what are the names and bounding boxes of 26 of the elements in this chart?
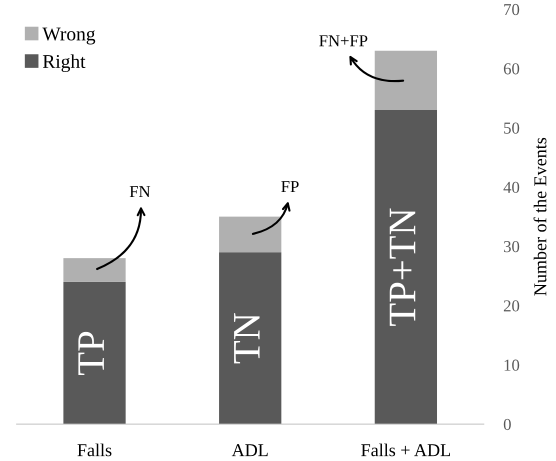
y-tick-label: 50 (504, 122, 520, 134)
y-tick-label: 20 (504, 300, 520, 312)
bar (63, 258, 126, 282)
y-tick-label: 40 (503, 182, 520, 193)
annotation: TN (234, 313, 260, 364)
x-tick-label: ADL (232, 444, 268, 456)
legend-label: Wrong (42, 28, 96, 45)
annotation: FN (130, 186, 150, 198)
bar (374, 110, 438, 424)
y-tick-label: 60 (504, 63, 520, 74)
y-axis-title: Number of the Events (534, 138, 546, 296)
x-tick-label: Falls + ADL (361, 444, 450, 456)
bar (219, 216, 282, 252)
legend-label: Right (42, 54, 86, 72)
y-tick-label: 0 (504, 418, 511, 430)
bar (219, 252, 282, 424)
annotation: TP (78, 332, 104, 375)
x-tick-label: Falls (77, 444, 112, 456)
annotation: FP (281, 181, 299, 192)
annotation: FN+FP (319, 35, 368, 46)
bar (374, 50, 438, 110)
y-tick-label: 10 (504, 360, 520, 371)
y-tick-label: 30 (504, 241, 520, 252)
bar (63, 282, 126, 424)
y-tick-label: 70 (504, 4, 520, 16)
annotation: TP+TN (390, 208, 416, 326)
